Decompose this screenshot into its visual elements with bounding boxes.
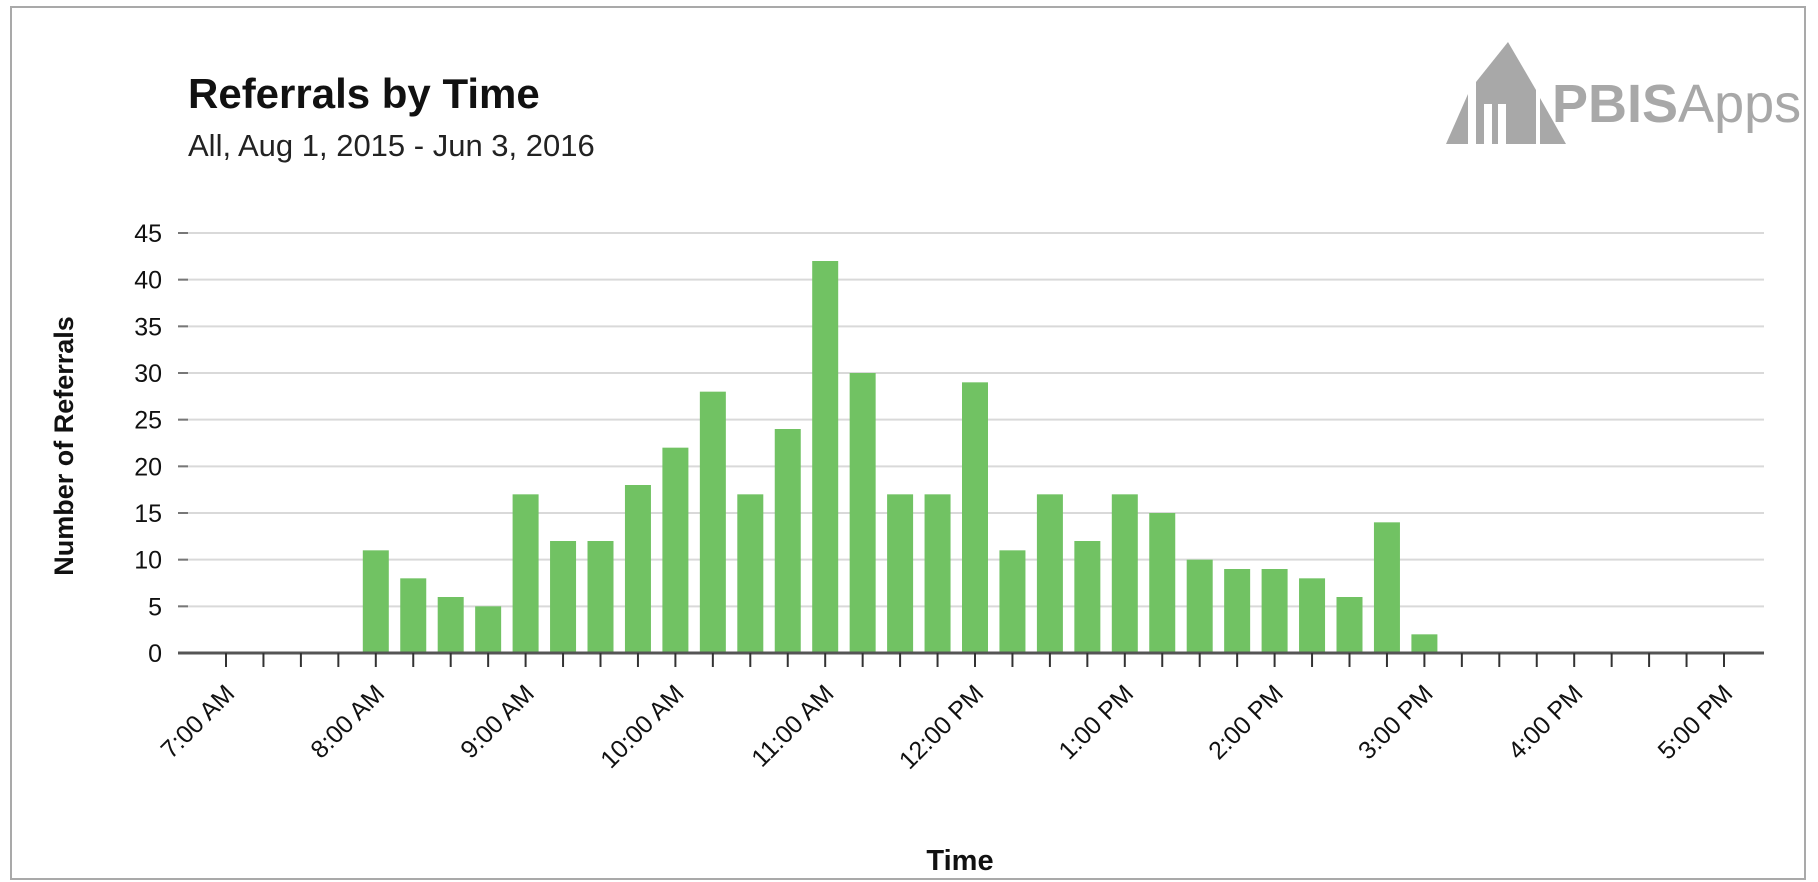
x-tick-label: 1:00 PM	[1053, 679, 1139, 765]
x-tick-label: 7:00 AM	[156, 679, 241, 764]
x-axis-title: Time	[926, 845, 993, 877]
bars	[362, 261, 1438, 653]
bar	[1373, 522, 1400, 653]
bar	[512, 494, 539, 653]
bar	[587, 541, 614, 653]
x-tick-label: 10:00 AM	[595, 679, 689, 773]
bar	[1036, 494, 1063, 653]
x-tick-label: 5:00 PM	[1653, 679, 1739, 765]
bar	[362, 550, 389, 653]
bar	[550, 541, 577, 653]
svg-text:PBISApps: PBISApps	[1552, 74, 1801, 134]
bar	[437, 597, 464, 653]
bar	[999, 550, 1026, 653]
bar	[1411, 634, 1438, 653]
chart-title: Referrals by Time	[188, 70, 540, 117]
bar	[400, 578, 427, 653]
logo-text-light: Apps	[1678, 74, 1801, 134]
x-tick-label: 11:00 AM	[746, 679, 839, 772]
y-tick-label: 45	[134, 220, 162, 248]
bar	[924, 494, 951, 653]
bar	[887, 494, 914, 653]
bar	[737, 494, 764, 653]
bar	[662, 447, 689, 653]
bar	[699, 391, 726, 653]
y-tick-label: 40	[134, 267, 162, 295]
bar	[1074, 541, 1101, 653]
bar	[812, 261, 839, 653]
y-tick-label: 30	[134, 360, 162, 388]
x-axis	[178, 651, 1764, 667]
bar	[624, 485, 651, 653]
chart-svg: Referrals by Time All, Aug 1, 2015 - Jun…	[49, 70, 1764, 877]
y-tick-label: 25	[134, 407, 162, 435]
bar	[962, 382, 988, 653]
x-tick-label: 4:00 PM	[1503, 679, 1589, 765]
bar	[774, 429, 801, 653]
x-tick-label: 9:00 AM	[455, 679, 540, 764]
bar	[1299, 578, 1326, 653]
x-axis-ticks: 7:00 AM 8:00 AM 9:00 AM 10:00 AM 11:00 AM 12:…	[156, 679, 1739, 774]
chart-subtitle: All, Aug 1, 2015 - Jun 3, 2016	[188, 128, 595, 163]
bar	[1224, 569, 1251, 653]
bar	[849, 373, 876, 653]
y-tick-label: 5	[148, 593, 162, 621]
y-tick-label: 15	[134, 500, 162, 528]
x-tick-label: 3:00 PM	[1353, 679, 1439, 765]
x-tick-label: 12:00 PM	[894, 679, 989, 774]
y-tick-label: 10	[134, 547, 162, 575]
bar	[1111, 494, 1138, 653]
y-tick-label: 35	[134, 313, 162, 341]
pbisapps-logo: PBISApps	[1446, 42, 1801, 144]
y-tick-label: 0	[148, 640, 162, 668]
bar	[1149, 513, 1176, 653]
y-axis-ticks: 0 5 10 15 20 25 30 35 40 45	[134, 220, 162, 668]
pbisapps-logo-icon	[1446, 42, 1566, 144]
y-axis-title: Number of Referrals	[49, 316, 79, 576]
bar	[1261, 569, 1288, 653]
chart-frame: Referrals by Time All, Aug 1, 2015 - Jun…	[10, 6, 1806, 880]
y-tick-label: 20	[134, 453, 162, 481]
bar	[1336, 597, 1363, 653]
bar	[475, 606, 502, 653]
x-tick-label: 8:00 AM	[305, 679, 390, 764]
x-tick-label: 2:00 PM	[1203, 679, 1289, 765]
logo-text-bold: PBIS	[1552, 74, 1678, 134]
bar	[1186, 559, 1213, 653]
